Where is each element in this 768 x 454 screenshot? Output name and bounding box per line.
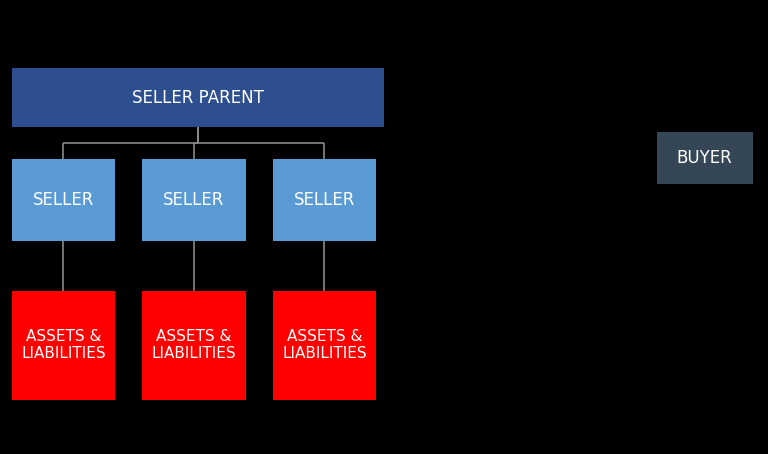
Text: ASSETS &
LIABILITIES: ASSETS & LIABILITIES (21, 329, 106, 361)
FancyBboxPatch shape (12, 291, 115, 400)
Text: SELLER: SELLER (33, 191, 94, 209)
Text: ASSETS &
LIABILITIES: ASSETS & LIABILITIES (282, 329, 367, 361)
Text: SELLER: SELLER (164, 191, 224, 209)
Text: SELLER PARENT: SELLER PARENT (132, 89, 263, 107)
FancyBboxPatch shape (142, 159, 246, 241)
FancyBboxPatch shape (142, 291, 246, 400)
FancyBboxPatch shape (12, 68, 384, 127)
FancyBboxPatch shape (12, 159, 115, 241)
FancyBboxPatch shape (273, 159, 376, 241)
Text: SELLER: SELLER (294, 191, 355, 209)
FancyBboxPatch shape (657, 132, 753, 184)
Text: ASSETS &
LIABILITIES: ASSETS & LIABILITIES (151, 329, 237, 361)
Text: BUYER: BUYER (677, 149, 733, 167)
FancyBboxPatch shape (273, 291, 376, 400)
